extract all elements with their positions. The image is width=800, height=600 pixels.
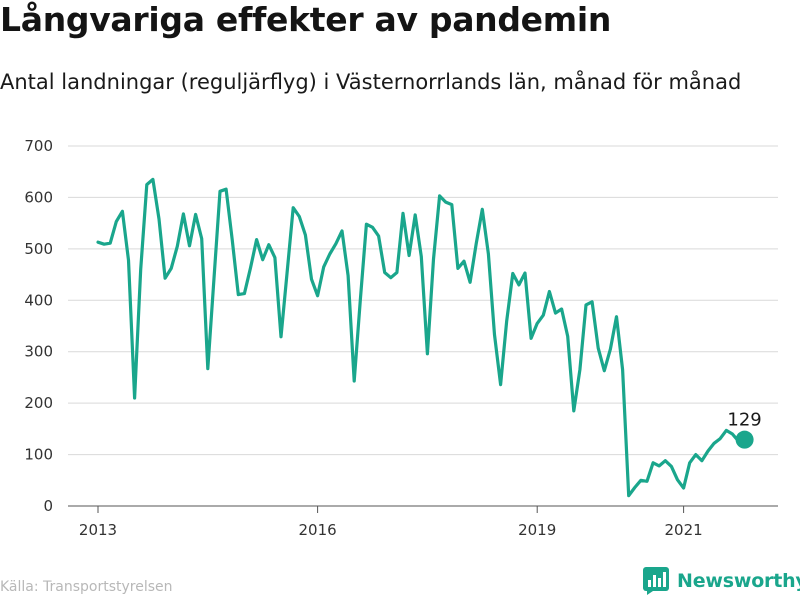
x-tick-label: 2013: [79, 521, 117, 539]
brand-name: Newsworthy: [677, 570, 800, 592]
y-tick-label: 600: [24, 188, 53, 206]
bar-chart-logo-icon: [643, 567, 669, 595]
y-tick-label: 0: [43, 497, 53, 515]
end-value-label: 129: [727, 410, 761, 431]
source-note: Källa: Transportstyrelsen: [0, 579, 173, 595]
end-point-marker: [735, 430, 754, 449]
chart-subtitle: Antal landningar (reguljärflyg) i Väster…: [0, 70, 742, 94]
y-tick-label: 700: [24, 137, 53, 155]
brand-logo: Newsworthy: [643, 567, 800, 595]
y-tick-label: 100: [24, 446, 53, 464]
x-tick-label: 2016: [299, 521, 337, 539]
y-tick-label: 400: [24, 291, 53, 309]
y-tick-label: 200: [24, 394, 53, 412]
line-chart: 0 100 200 300 400 500 600 700 2013 2016 2019 2021 12…: [24, 137, 778, 539]
x-tick-label: 2019: [518, 521, 556, 539]
x-tick-label: 2021: [665, 521, 703, 539]
y-tick-label: 300: [24, 343, 53, 361]
series-line: [96, 177, 747, 498]
y-tick-label: 500: [24, 240, 53, 258]
chart-title: Långvariga effekter av pandemin: [0, 0, 612, 39]
